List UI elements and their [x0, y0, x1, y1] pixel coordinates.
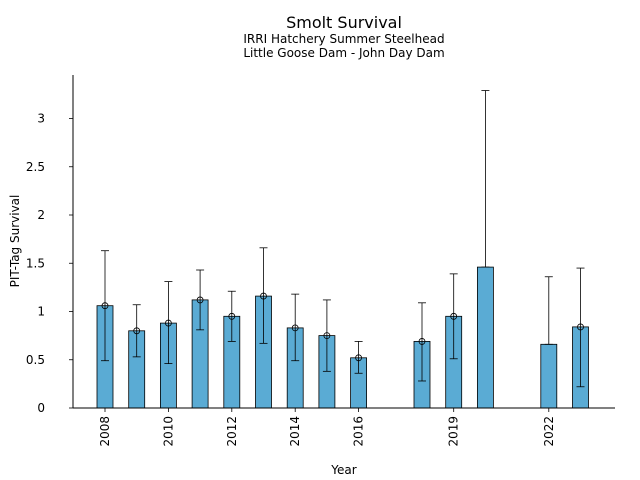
y-tick-label: 0: [37, 401, 45, 415]
point-marker-2011: [196, 296, 204, 304]
error-bar-2014: [291, 293, 300, 362]
error-bar-2008: [101, 250, 109, 362]
point-marker-2015: [323, 332, 331, 340]
x-axis-label: Year: [330, 463, 356, 477]
x-tick-label: 2012: [225, 416, 239, 447]
x-tick-label: 2019: [447, 416, 461, 447]
chart-subtitle-line-1: IRRI Hatchery Summer Steelhead: [243, 32, 444, 46]
point-marker-2009: [133, 327, 141, 335]
error-bar-2011: [196, 269, 205, 331]
error-bar-2012: [227, 290, 236, 342]
y-tick-label: 2: [37, 208, 45, 222]
y-tick-label: 2.5: [26, 160, 45, 174]
markers-layer: [101, 292, 584, 362]
error-bar-2018: [418, 302, 426, 382]
error-bar-2019: [449, 273, 458, 360]
error-bars-layer: [101, 90, 585, 388]
error-bar-2010: [164, 281, 173, 365]
error-bar-2009: [132, 304, 141, 358]
point-marker-2010: [164, 319, 172, 327]
error-bar-2016: [354, 341, 363, 374]
x-tick-label: 2014: [288, 416, 302, 447]
point-marker-2018: [418, 338, 426, 345]
point-marker-2013: [260, 292, 267, 300]
point-marker-2023: [577, 323, 584, 331]
point-marker-2014: [291, 324, 299, 332]
x-tick-label: 2008: [98, 416, 112, 447]
point-marker-2019: [450, 312, 458, 320]
y-axis-label: PIT-Tag Survival: [8, 195, 22, 288]
error-bar-2013: [259, 247, 268, 344]
x-ticks: 2008 2010 2012 2014 2016 2019 2022: [98, 408, 556, 447]
bar-2022: [540, 343, 558, 409]
bars-layer: [96, 266, 589, 409]
bar-2020: [476, 266, 494, 409]
error-bar-2015: [322, 299, 331, 372]
y-tick-label: 0.5: [26, 353, 45, 367]
y-tick-label: 1: [37, 305, 45, 319]
y-ticks: 0 0.5 1 1.5 2 2.5 3: [26, 112, 73, 415]
y-tick-label: 1.5: [26, 256, 45, 270]
error-bar-2020: [481, 90, 490, 268]
chart-subtitle-line-2: Little Goose Dam - John Day Dam: [243, 46, 444, 60]
error-bar-2022: [544, 276, 553, 345]
x-tick-label: 2010: [161, 416, 175, 447]
x-tick-label: 2016: [352, 416, 366, 447]
point-marker-2008: [101, 302, 109, 310]
y-tick-label: 3: [37, 112, 45, 126]
point-marker-2016: [355, 354, 363, 362]
chart-title: Smolt Survival: [286, 13, 402, 32]
x-tick-label: 2022: [542, 416, 556, 447]
error-bar-2023: [576, 267, 585, 388]
point-marker-2012: [228, 312, 236, 320]
